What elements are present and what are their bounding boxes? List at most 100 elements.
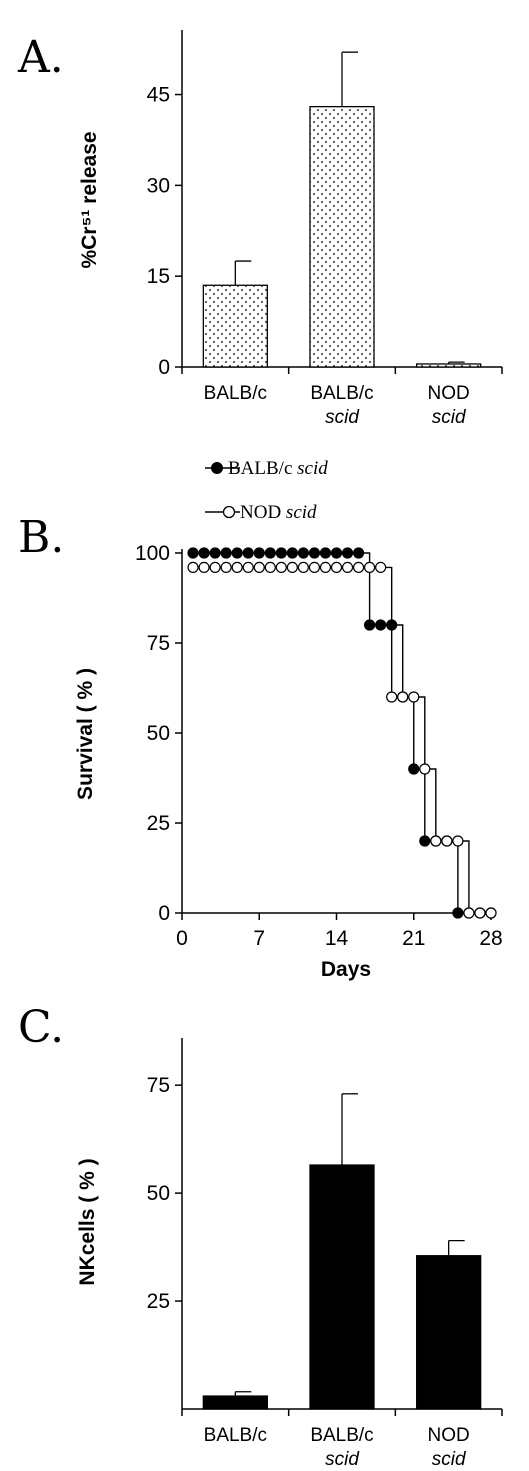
panel-b-series-1-point-14 bbox=[341, 561, 354, 574]
panel-b-series-1-point-23 bbox=[441, 835, 453, 847]
panel-b-series-0-point-0 bbox=[187, 547, 199, 559]
panel-b-series-0-point-4 bbox=[231, 547, 243, 559]
panel-b-series-0-point-12 bbox=[319, 547, 332, 559]
panel-b-series-0-point-9 bbox=[286, 547, 298, 559]
panel-b-y-tick-label-2: 50 bbox=[147, 722, 170, 745]
panel-b-series-1-point-15 bbox=[352, 561, 365, 574]
panel-c: C. NKcells ( % ) 25 50 75 BALB/c BALB/c scid N… bbox=[18, 1002, 503, 1470]
panel-b-x-tick-label-0: 0 bbox=[176, 927, 188, 950]
panel-b-series-1-point-27 bbox=[485, 907, 497, 919]
panel-b-series-line-0 bbox=[193, 552, 491, 914]
panel-b-x-tick-label-4: 28 bbox=[479, 927, 502, 950]
panel-b-series-0-point-6 bbox=[253, 547, 265, 559]
panel-b-x-tick-label-1: 7 bbox=[253, 927, 265, 950]
panel-b-legend: BALB/c scid NOD scid bbox=[205, 458, 328, 523]
panel-c-bar-0 bbox=[202, 1395, 268, 1410]
panel-b-series-0-point-15 bbox=[352, 547, 365, 559]
panel-a-y-tick-label-2: 30 bbox=[147, 174, 170, 197]
panel-c-category-label-2: NOD bbox=[428, 1425, 470, 1446]
panel-b-series-0-point-11 bbox=[308, 547, 321, 559]
panel-b-series-0-point-21 bbox=[419, 835, 431, 847]
panel-b-y-tick-label-3: 75 bbox=[147, 632, 170, 655]
panel-b-y-tick-label-1: 25 bbox=[147, 812, 170, 835]
panel-b-series-line-1 bbox=[193, 566, 491, 914]
panel-b-series-0-point-17 bbox=[375, 619, 387, 631]
panel-b-series-1-point-1 bbox=[198, 561, 210, 574]
panel-b-series-1-point-2 bbox=[209, 561, 221, 574]
panel-c-y-axis-label: NKcells ( % ) bbox=[76, 1158, 99, 1285]
panel-c-y-tick-label-1: 50 bbox=[147, 1182, 170, 1205]
legend-label-nod-scid: NOD scid bbox=[240, 502, 317, 523]
legend-name-balbc-scid: scid bbox=[297, 458, 328, 479]
legend-name-balbc: BALB/c bbox=[228, 458, 292, 479]
panel-b-series-1-point-10 bbox=[297, 561, 309, 574]
panel-b-series-0-point-3 bbox=[220, 547, 232, 559]
panel-b-series-1-point-11 bbox=[308, 561, 321, 574]
panel-a-letter: A. bbox=[17, 32, 64, 83]
panel-c-category-sublabel-1: scid bbox=[325, 1449, 360, 1470]
panel-b-series-0-point-7 bbox=[264, 547, 276, 559]
panel-a-marks: 0 15 30 45 BALB/c BALB/c scid NOD scid bbox=[147, 30, 503, 428]
legend-marker-balbc-scid bbox=[211, 462, 223, 474]
panel-c-category-label-1: BALB/c bbox=[310, 1425, 373, 1446]
panel-c-y-tick-label-0: 25 bbox=[147, 1290, 170, 1313]
panel-b-series-1-point-13 bbox=[330, 561, 343, 574]
panel-c-letter: C. bbox=[18, 1002, 64, 1053]
legend-marker-nod-scid bbox=[222, 505, 236, 519]
panel-a-y-tick-label-1: 15 bbox=[147, 265, 170, 288]
panel-b-series-0-point-2 bbox=[209, 547, 221, 559]
panel-b-series-0-point-10 bbox=[297, 547, 309, 559]
panel-b-series-1-point-6 bbox=[253, 561, 265, 574]
panel-a-category-label-2: NOD bbox=[428, 383, 470, 404]
panel-a-category-label-1: BALB/c bbox=[310, 383, 373, 404]
panel-b-x-tick-label-2: 14 bbox=[325, 927, 349, 950]
panel-b-x-axis-label: Days bbox=[321, 958, 371, 981]
panel-b-series-1-point-20 bbox=[408, 691, 420, 703]
panel-a-category-label-0: BALB/c bbox=[204, 383, 267, 404]
panel-b: B. BALB/c scid NOD scid Survival ( % ) D… bbox=[18, 458, 503, 981]
panel-a: A. %Cr⁵¹ release 0 15 30 45 BALB/c BALB/c scid… bbox=[17, 30, 503, 428]
panel-a-bar-1 bbox=[309, 106, 375, 368]
panel-b-x-tick-label-3: 21 bbox=[402, 927, 425, 950]
panel-b-series-0-point-8 bbox=[275, 547, 287, 559]
panel-b-series-0-point-24 bbox=[452, 907, 464, 919]
panel-c-y-tick-label-2: 75 bbox=[147, 1074, 170, 1097]
panel-b-series-1-point-7 bbox=[264, 561, 276, 574]
panel-b-series-1-point-19 bbox=[397, 691, 409, 703]
panel-c-bar-1 bbox=[309, 1164, 375, 1410]
panel-b-series-1-point-4 bbox=[231, 561, 243, 574]
panel-c-category-sublabel-2: scid bbox=[432, 1449, 467, 1470]
panel-a-category-sublabel-1: scid bbox=[325, 407, 360, 428]
panel-a-y-axis-label: %Cr⁵¹ release bbox=[78, 131, 101, 268]
panel-b-series-1-point-22 bbox=[430, 835, 442, 847]
panel-b-series-1-point-24 bbox=[452, 835, 464, 847]
panel-b-series-0-point-5 bbox=[242, 547, 254, 559]
panel-a-bar-0 bbox=[202, 284, 268, 368]
panel-c-bar-2 bbox=[416, 1255, 482, 1410]
panel-b-series-1-point-3 bbox=[220, 561, 232, 574]
legend-name-nod-scid: scid bbox=[286, 502, 317, 523]
panel-b-series-1-point-26 bbox=[474, 907, 486, 919]
panel-b-series-1-point-16 bbox=[364, 561, 376, 574]
panel-b-y-axis-label: Survival ( % ) bbox=[74, 668, 97, 800]
panel-b-series-0-point-20 bbox=[408, 763, 420, 775]
panel-b-series-0-point-13 bbox=[330, 547, 343, 559]
panel-b-series-1-point-18 bbox=[386, 691, 398, 703]
panel-b-series-1-point-17 bbox=[375, 561, 387, 574]
legend-label-balbc-scid: BALB/c scid bbox=[228, 458, 328, 479]
panel-b-y-tick-label-0: 0 bbox=[158, 902, 170, 925]
panel-b-series-1-point-25 bbox=[463, 907, 475, 919]
panel-c-marks: 25 50 75 BALB/c BALB/c scid NOD scid bbox=[147, 1038, 503, 1470]
legend-name-nod: NOD bbox=[240, 502, 281, 523]
panel-b-letter: B. bbox=[18, 512, 64, 563]
panel-a-category-sublabel-2: scid bbox=[432, 407, 467, 428]
panel-a-y-tick-label-3: 45 bbox=[147, 84, 170, 107]
panel-b-series-0-point-1 bbox=[198, 547, 210, 559]
panel-b-marks: 0 25 50 75 100 0 7 14 21 28 bbox=[135, 542, 503, 950]
panel-b-series-0-point-14 bbox=[341, 547, 354, 559]
panel-b-series-1-point-8 bbox=[275, 561, 287, 574]
panel-a-bar-2 bbox=[416, 363, 482, 368]
panel-b-series-1-point-5 bbox=[242, 561, 254, 574]
panel-b-series-0-point-16 bbox=[364, 619, 376, 631]
